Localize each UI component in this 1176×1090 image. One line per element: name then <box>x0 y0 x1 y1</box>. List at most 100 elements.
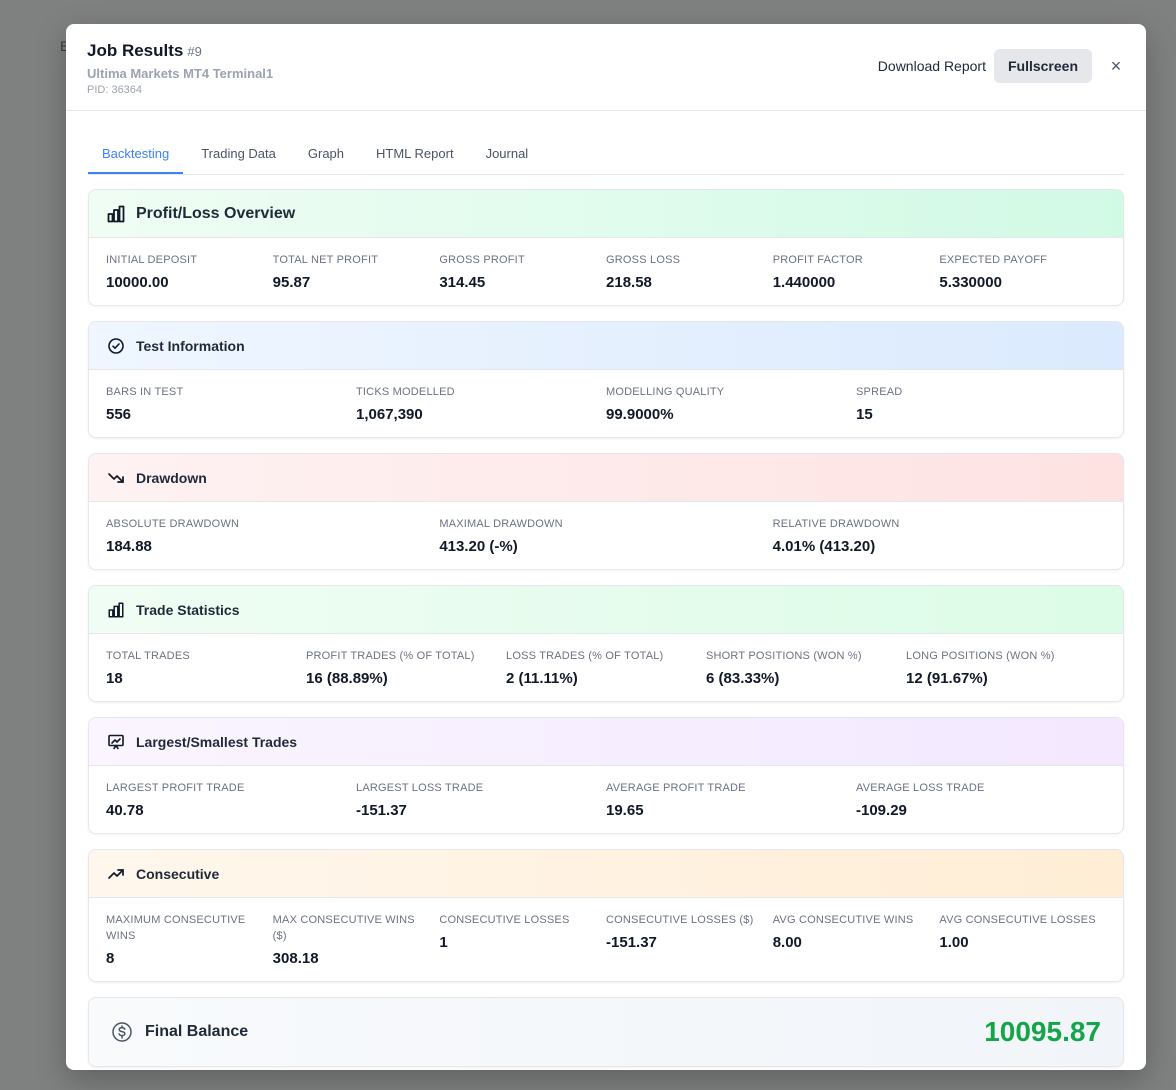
stat-expected-payoff: EXPECTED PAYOFF 5.330000 <box>939 252 1106 291</box>
trade-statistics-header: Trade Statistics <box>89 586 1123 634</box>
stat-label: AVERAGE LOSS TRADE <box>856 782 985 794</box>
stat-value: 4.01% (413.20) <box>772 538 876 555</box>
section-title: Test Information <box>136 337 245 354</box>
stat-value: 16 (88.89%) <box>306 670 388 687</box>
section-title: Drawdown <box>136 469 207 486</box>
profit-loss-stats: INITIAL DEPOSIT 10000.00 TOTAL NET PROFIT… <box>89 238 1123 305</box>
stat-profit-factor: PROFIT FACTOR 1.440000 <box>773 252 940 291</box>
stat-label: AVG CONSECUTIVE WINS <box>772 914 914 926</box>
header-actions: Download Report Fullscreen × <box>878 49 1128 83</box>
stat-label: LOSS TRADES (% OF TOTAL) <box>506 650 664 662</box>
stat-label: PROFIT TRADES (% OF TOTAL) <box>306 650 475 662</box>
tab-bar: Backtesting Trading Data Graph HTML Repo… <box>88 135 1124 175</box>
stat-label: CONSECUTIVE LOSSES <box>439 914 570 926</box>
stat-label: RELATIVE DRAWDOWN <box>772 518 900 530</box>
largest-smallest-stats: LARGEST PROFIT TRADE 40.78 LARGEST LOSS T… <box>89 766 1123 833</box>
stat-value: 1 <box>439 934 448 951</box>
stat-value: 15 <box>856 406 873 423</box>
stat-value: 12 (91.67%) <box>906 670 988 687</box>
presentation-chart-icon <box>106 732 126 752</box>
section-title: Largest/Smallest Trades <box>136 733 298 750</box>
section-title: Profit/Loss Overview <box>136 204 296 222</box>
largest-smallest-card: Largest/Smallest Trades LARGEST PROFIT T… <box>88 717 1124 834</box>
test-information-header: Test Information <box>89 322 1123 370</box>
modal-title-text: Job Results <box>87 41 184 60</box>
terminal-name: Ultima Markets MT4 Terminal1 <box>87 66 274 81</box>
stat-value: -151.37 <box>356 802 407 819</box>
stat-short-positions: SHORT POSITIONS (WON %) 6 (83.33%) <box>706 648 906 687</box>
drawdown-stats: ABSOLUTE DRAWDOWN 184.88 MAXIMAL DRAWDOWN… <box>89 502 1123 569</box>
stat-max-consecutive-wins-amount: MAX CONSECUTIVE WINS ($) 308.18 <box>273 912 440 967</box>
stat-value: 1.00 <box>939 934 969 951</box>
stat-label: LARGEST PROFIT TRADE <box>106 782 245 794</box>
close-icon[interactable]: × <box>1110 55 1122 76</box>
stat-value: 218.58 <box>606 274 652 291</box>
stat-long-positions: LONG POSITIONS (WON %) 12 (91.67%) <box>906 648 1106 687</box>
tab-html-report[interactable]: HTML Report <box>376 146 454 161</box>
stat-gross-loss: GROSS LOSS 218.58 <box>606 252 773 291</box>
section-title: Trade Statistics <box>136 601 240 618</box>
stat-label: TICKS MODELLED <box>356 386 455 398</box>
stat-label: PROFIT FACTOR <box>772 254 863 266</box>
stat-label: MAXIMUM CONSECUTIVE WINS <box>106 914 246 942</box>
profit-loss-card: Profit/Loss Overview INITIAL DEPOSIT 1000… <box>88 189 1124 306</box>
test-information-card: Test Information BARS IN TEST 556 TICKS M… <box>88 321 1124 438</box>
section-title: Consecutive <box>136 865 220 882</box>
stat-total-net-profit: TOTAL NET PROFIT 95.87 <box>273 252 440 291</box>
stat-value: 1,067,390 <box>356 406 423 423</box>
stat-consecutive-losses-amount: CONSECUTIVE LOSSES ($) -151.37 <box>606 912 773 967</box>
tab-backtesting[interactable]: Backtesting <box>88 135 184 174</box>
bar-chart-icon <box>106 600 126 620</box>
stat-value: 18 <box>106 670 123 687</box>
stat-avg-consecutive-wins: AVG CONSECUTIVE WINS 8.00 <box>773 912 940 967</box>
stat-label: SHORT POSITIONS (WON %) <box>706 650 862 662</box>
stat-label: LARGEST LOSS TRADE <box>356 782 484 794</box>
stat-value: 556 <box>106 406 132 423</box>
trending-up-icon <box>106 864 126 884</box>
stat-ticks-modelled: TICKS MODELLED 1,067,390 <box>356 384 606 423</box>
check-circle-icon <box>106 336 126 356</box>
stat-gross-profit: GROSS PROFIT 314.45 <box>439 252 606 291</box>
tab-graph[interactable]: Graph <box>307 146 345 161</box>
stat-label: AVERAGE PROFIT TRADE <box>606 782 746 794</box>
stat-profit-trades: PROFIT TRADES (% OF TOTAL) 16 (88.89%) <box>306 648 506 687</box>
download-report-button[interactable]: Download Report <box>878 50 986 82</box>
stat-value: 95.87 <box>272 274 311 291</box>
consecutive-header: Consecutive <box>89 850 1123 898</box>
stat-label: MAX CONSECUTIVE WINS ($) <box>272 914 415 942</box>
stat-label: BARS IN TEST <box>106 386 184 398</box>
stat-value: 99.9000% <box>606 406 674 423</box>
stat-label: LONG POSITIONS (WON %) <box>906 650 1055 662</box>
stat-value: 40.78 <box>106 802 144 819</box>
final-balance-card: Final Balance 10095.87 <box>88 997 1124 1067</box>
stat-value: 19.65 <box>606 802 644 819</box>
largest-smallest-header: Largest/Smallest Trades <box>89 718 1123 766</box>
stat-value: 1.440000 <box>772 274 836 291</box>
stat-modelling-quality: MODELLING QUALITY 99.9000% <box>606 384 856 423</box>
stat-largest-loss-trade: LARGEST LOSS TRADE -151.37 <box>356 780 606 819</box>
modal-header: Job Results #9 Ultima Markets MT4 Termina… <box>66 24 1146 111</box>
trade-statistics-card: Trade Statistics TOTAL TRADES 18 PROFIT T… <box>88 585 1124 702</box>
test-information-stats: BARS IN TEST 556 TICKS MODELLED 1,067,390 … <box>89 370 1123 437</box>
stat-bars-in-test: BARS IN TEST 556 <box>106 384 356 423</box>
results-content: Profit/Loss Overview INITIAL DEPOSIT 1000… <box>88 189 1124 1067</box>
stat-label: TOTAL TRADES <box>106 650 190 662</box>
final-balance-value: 10095.87 <box>984 1016 1101 1047</box>
backdrop-text: B <box>60 38 70 54</box>
stat-label: ABSOLUTE DRAWDOWN <box>106 518 240 530</box>
stat-max-consecutive-wins: MAXIMUM CONSECUTIVE WINS 8 <box>106 912 273 967</box>
stat-label: GROSS PROFIT <box>439 254 525 266</box>
stat-label: INITIAL DEPOSIT <box>106 254 198 266</box>
stat-consecutive-losses: CONSECUTIVE LOSSES 1 <box>439 912 606 967</box>
stat-value: 184.88 <box>106 538 152 555</box>
stat-value: 10000.00 <box>106 274 169 291</box>
tab-journal[interactable]: Journal <box>485 146 529 161</box>
modal-title: Job Results #9 <box>87 41 273 61</box>
stat-total-trades: TOTAL TRADES 18 <box>106 648 306 687</box>
fullscreen-button[interactable]: Fullscreen <box>993 49 1092 83</box>
tab-trading-data[interactable]: Trading Data <box>201 146 276 161</box>
stat-value: 5.330000 <box>939 274 1002 291</box>
stat-value: -151.37 <box>606 934 657 951</box>
bar-chart-icon <box>106 204 126 224</box>
stat-label: EXPECTED PAYOFF <box>939 254 1048 266</box>
